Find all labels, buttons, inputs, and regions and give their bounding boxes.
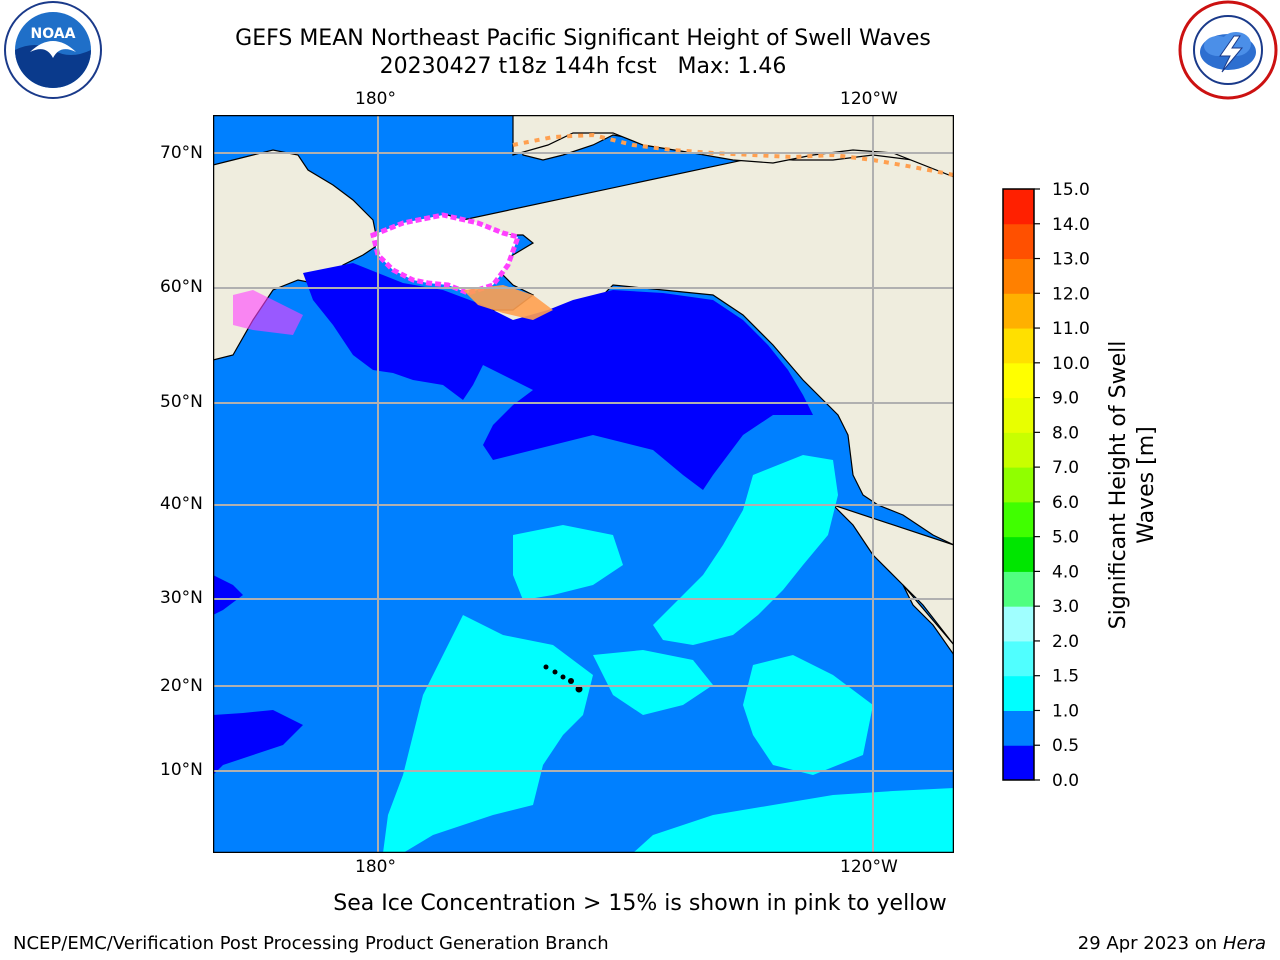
- colorbar-tick-label: 2.0: [1052, 632, 1079, 652]
- colorbar-swatch: [1003, 467, 1034, 503]
- colorbar-tick-label: 7.0: [1052, 458, 1079, 478]
- colorbar-tick-label: 5.0: [1052, 528, 1079, 548]
- colorbar-swatch: [1003, 362, 1034, 399]
- chart-title: GEFS MEAN Northeast Pacific Significant …: [235, 26, 931, 51]
- colorbar-swatch: [1003, 501, 1034, 538]
- colorbar-tick-label: 9.0: [1052, 389, 1079, 409]
- credit-branch: NCEP/EMC/Verification Post Processing Pr…: [13, 933, 609, 954]
- colorbar-swatch: [1003, 397, 1034, 433]
- lat-label-50n: 50°N: [160, 392, 203, 412]
- colorbar: 0.0 0.5 1.0 1.5 2.0 3.0 4.0 5.0 6.0 7.0 8.0 9.0 10.0…: [1002, 180, 1090, 791]
- colorbar-tick-label: 12.0: [1052, 284, 1090, 304]
- colorbar-swatch: [1003, 258, 1034, 294]
- colorbar-tick-label: 1.5: [1052, 667, 1079, 687]
- lat-label-20n: 20°N: [160, 676, 203, 696]
- colorbar-tick-label: 11.0: [1052, 319, 1090, 339]
- colorbar-swatch: [1003, 223, 1034, 260]
- colorbar-tick-label: 1.0: [1052, 701, 1079, 721]
- colorbar-ticks: 0.0 0.5 1.0 1.5 2.0 3.0 4.0 5.0 6.0 7.0 8.0 9.0 10.0…: [1034, 180, 1090, 791]
- credit-host: Hera: [1222, 933, 1266, 954]
- colorbar-swatch: [1003, 536, 1034, 572]
- lon-label-bottom-180: 180°: [355, 857, 396, 877]
- colorbar-swatch: [1003, 710, 1034, 746]
- colorbar-tick-label: 10.0: [1052, 354, 1090, 374]
- colorbar-swatch: [1003, 293, 1034, 329]
- map-border: [212, 114, 955, 854]
- noaa-logo-text: NOAA: [31, 26, 76, 42]
- colorbar-tick-label: 8.0: [1052, 423, 1079, 443]
- nws-logo: [1178, 0, 1278, 100]
- lon-label-top-180: 180°: [355, 89, 396, 109]
- noaa-logo: NOAA: [4, 1, 102, 99]
- sea-ice-note: Sea Ice Concentration > 15% is shown in …: [333, 891, 947, 916]
- colorbar-swatch: [1003, 606, 1034, 642]
- colorbar-tick-label: 4.0: [1052, 562, 1079, 582]
- colorbar-tick-label: 13.0: [1052, 250, 1090, 270]
- lat-label-10n: 10°N: [160, 760, 203, 780]
- colorbar-tick-label: 3.0: [1052, 597, 1079, 617]
- colorbar-swatch: [1003, 432, 1034, 468]
- colorbar-swatch: [1003, 640, 1034, 677]
- map-gridlines: [213, 115, 954, 853]
- hawaii-islands: [543, 664, 583, 693]
- colorbar-title-line2: Waves [m]: [1134, 426, 1159, 544]
- colorbar-tick-label: 15.0: [1052, 180, 1090, 200]
- credit-date: 29 Apr 2023 on Hera: [1078, 933, 1266, 954]
- map-canvas: [212, 114, 955, 854]
- lat-label-30n: 30°N: [160, 588, 203, 608]
- colorbar-border: [1002, 188, 1035, 781]
- colorbar-swatch: [1003, 675, 1034, 711]
- swell-height-map: [212, 114, 955, 854]
- lon-label-bottom-120w: 120°W: [840, 857, 898, 877]
- lat-label-60n: 60°N: [160, 277, 203, 297]
- colorbar-tick-label: 14.0: [1052, 215, 1090, 235]
- colorbar-swatch: [1003, 189, 1034, 225]
- lon-label-top-120w: 120°W: [840, 89, 898, 109]
- colorbar-swatch: [1003, 571, 1034, 607]
- colorbar-tick-label: 0.5: [1052, 736, 1079, 756]
- colorbar-tick-label: 0.0: [1052, 771, 1079, 791]
- colorbar-title-line1: Significant Height of Swell: [1106, 340, 1131, 630]
- lat-label-40n: 40°N: [160, 494, 203, 514]
- lat-label-70n: 70°N: [160, 143, 203, 163]
- credit-date-text: 29 Apr 2023 on: [1077, 933, 1223, 954]
- colorbar-swatch: [1003, 745, 1034, 781]
- chart-subtitle: 20230427 t18z 144h fcst Max: 1.46: [379, 54, 787, 79]
- low-swell-regions: [213, 263, 813, 775]
- colorbar-tick-label: 6.0: [1052, 493, 1079, 513]
- colorbar-swatch: [1003, 328, 1034, 364]
- colorbar-swatches: [1003, 189, 1034, 781]
